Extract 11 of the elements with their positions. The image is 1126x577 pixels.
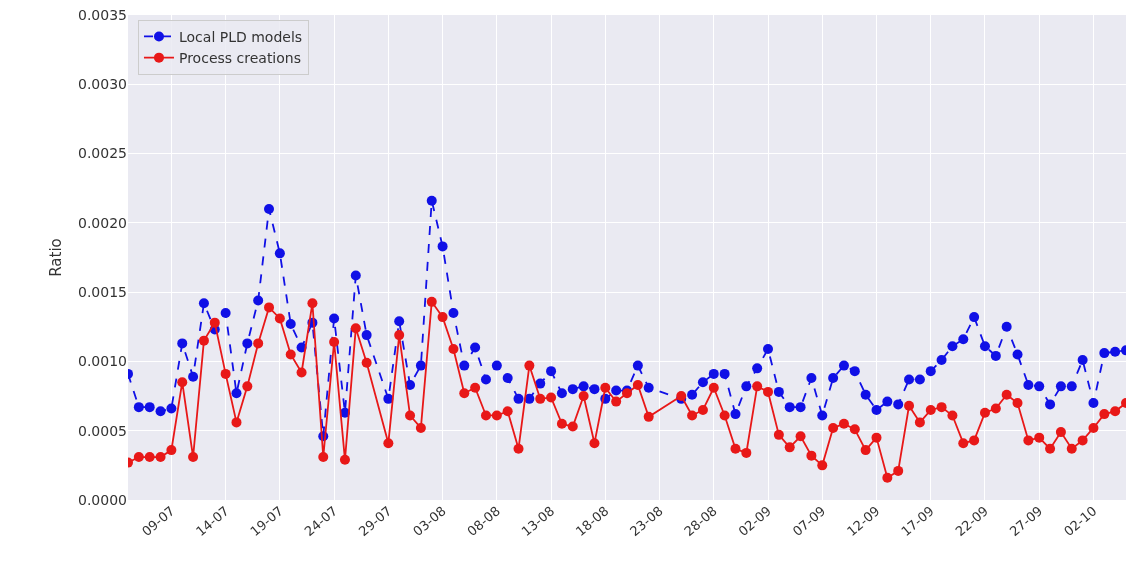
legend-label: Local PLD models bbox=[178, 28, 303, 45]
y-axis-title: Ratio bbox=[47, 238, 66, 277]
legend-label: Process creations bbox=[178, 50, 301, 67]
y-tick-label: 0.0030 bbox=[78, 76, 127, 93]
y-tick-label: 0.0005 bbox=[78, 422, 127, 439]
y-tick-label: 0.0010 bbox=[78, 353, 127, 370]
y-tick-label: 0.0035 bbox=[78, 6, 127, 23]
y-tick-label: 0.0000 bbox=[78, 491, 127, 508]
y-tick-label: 0.0025 bbox=[78, 145, 127, 162]
y-tick-label: 0.0015 bbox=[78, 284, 127, 301]
y-tick-label: 0.0020 bbox=[78, 214, 127, 231]
